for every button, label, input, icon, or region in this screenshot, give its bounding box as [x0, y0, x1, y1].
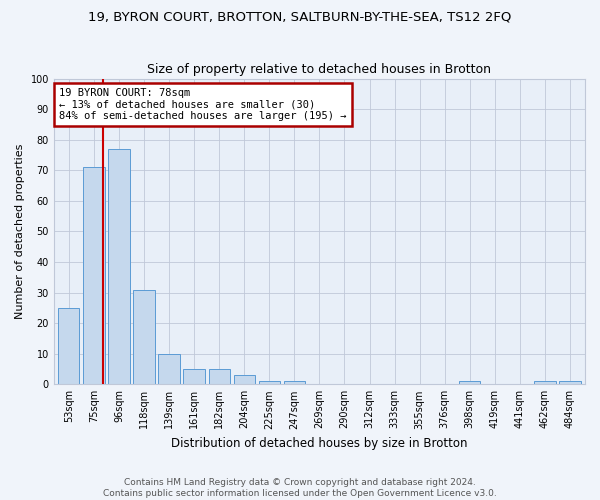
Bar: [259, 381, 280, 384]
Y-axis label: Number of detached properties: Number of detached properties: [15, 144, 25, 319]
Bar: [108, 149, 130, 384]
Text: 19 BYRON COURT: 78sqm
← 13% of detached houses are smaller (30)
84% of semi-deta: 19 BYRON COURT: 78sqm ← 13% of detached …: [59, 88, 347, 121]
Text: Contains HM Land Registry data © Crown copyright and database right 2024.
Contai: Contains HM Land Registry data © Crown c…: [103, 478, 497, 498]
Bar: [233, 375, 255, 384]
Title: Size of property relative to detached houses in Brotton: Size of property relative to detached ho…: [148, 63, 491, 76]
Bar: [284, 381, 305, 384]
Bar: [184, 369, 205, 384]
Bar: [158, 354, 180, 384]
X-axis label: Distribution of detached houses by size in Brotton: Distribution of detached houses by size …: [171, 437, 467, 450]
Bar: [459, 381, 481, 384]
Bar: [559, 381, 581, 384]
Text: 19, BYRON COURT, BROTTON, SALTBURN-BY-THE-SEA, TS12 2FQ: 19, BYRON COURT, BROTTON, SALTBURN-BY-TH…: [88, 10, 512, 23]
Bar: [83, 167, 104, 384]
Bar: [534, 381, 556, 384]
Bar: [133, 290, 155, 384]
Bar: [58, 308, 79, 384]
Bar: [209, 369, 230, 384]
